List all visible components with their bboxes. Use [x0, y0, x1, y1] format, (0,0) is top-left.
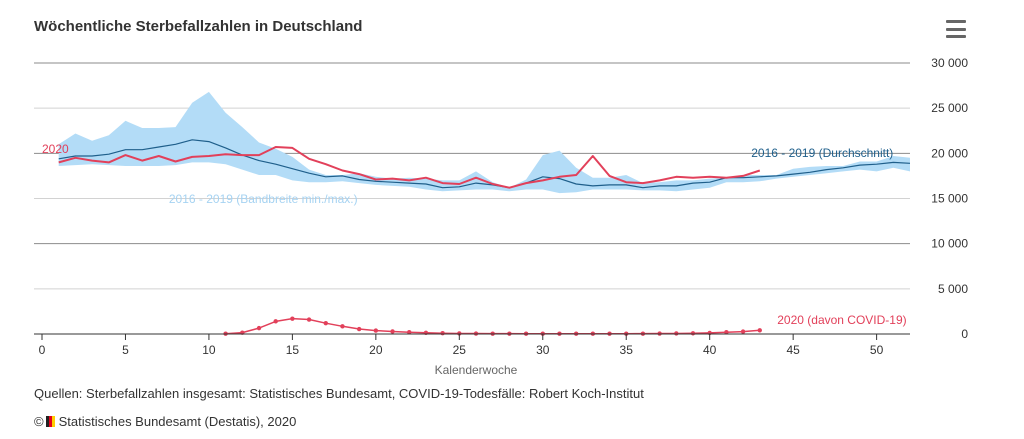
data-point-covid [407, 329, 412, 335]
series-line-average [58, 139, 911, 189]
data-point-covid [674, 331, 679, 336]
chart-title: Wöchentliche Sterbefallzahlen in Deutsch… [34, 18, 363, 35]
y-tick-label: 5 000 [938, 282, 968, 296]
x-tick-label: 35 [620, 343, 634, 357]
y-tick-label: 30 000 [931, 56, 968, 70]
x-tick-label: 45 [786, 343, 800, 357]
hamburger-menu-icon[interactable] [944, 18, 968, 40]
data-point-covid [373, 328, 379, 333]
data-point-covid [306, 317, 312, 322]
copyright-symbol: © [34, 414, 44, 429]
destatis-logo-icon [45, 416, 55, 427]
series-annotation: 2020 (davon COVID-19) [777, 313, 906, 327]
line-layer [58, 139, 911, 336]
label-layer: 2020 2016 - 2019 (Durchschnitt) 2016 - 201… [42, 142, 907, 327]
data-point-covid [290, 316, 295, 321]
y-tick-label: 15 000 [931, 192, 968, 206]
data-point-covid [390, 329, 395, 334]
band-area [58, 91, 910, 194]
x-axis-label: Kalenderwoche [435, 363, 518, 377]
credit-line: © Statistisches Bundesamt (Destatis), 20… [34, 414, 296, 429]
x-tick-label: 15 [286, 343, 300, 357]
data-point-covid [256, 325, 262, 331]
axis-layer: 0 5 000 10 000 15 000 20 000 25 000 30 000 0 5 10… [34, 56, 968, 357]
x-tick-label: 50 [870, 343, 884, 357]
menu-bar [946, 27, 966, 31]
data-point-covid [356, 326, 362, 332]
series-annotation: 2020 [42, 142, 69, 156]
y-tick-label: 20 000 [931, 146, 968, 160]
credit-text: Statistisches Bundesamt (Destatis), 2020 [58, 414, 297, 429]
data-point-covid [757, 328, 762, 333]
series-line-2020 [58, 146, 761, 189]
data-point-covid [323, 320, 328, 326]
series-line-covid [225, 317, 760, 335]
grid-layer [34, 62, 910, 290]
band-layer [58, 91, 910, 194]
data-point-covid [273, 319, 278, 324]
series-annotation: 2016 - 2019 (Bandbreite min./max.) [169, 192, 358, 206]
x-tick-label: 5 [122, 343, 129, 357]
menu-bar [946, 35, 966, 38]
source-note: Quellen: Sterbefallzahlen insgesamt: Sta… [34, 386, 644, 401]
data-point-covid [340, 324, 345, 329]
data-point-covid [690, 331, 696, 336]
x-tick-label: 0 [39, 343, 46, 357]
y-tick-label: 10 000 [931, 237, 968, 251]
series-annotation: 2016 - 2019 (Durchschnitt) [751, 146, 893, 160]
x-tick-label: 25 [453, 343, 467, 357]
data-point-covid [440, 330, 445, 336]
x-tick-label: 40 [703, 343, 717, 357]
chart: 0 5 000 10 000 15 000 20 000 25 000 30 000 0 5 10… [34, 56, 968, 377]
data-point-covid [740, 329, 746, 334]
x-tick-label: 20 [369, 343, 383, 357]
y-tick-label: 0 [961, 327, 968, 341]
x-tick-label: 10 [202, 343, 216, 357]
menu-bar [946, 20, 966, 23]
data-point-covid [457, 331, 462, 336]
data-point-covid [724, 329, 729, 335]
y-tick-label: 25 000 [931, 101, 968, 115]
x-tick-label: 30 [536, 343, 550, 357]
